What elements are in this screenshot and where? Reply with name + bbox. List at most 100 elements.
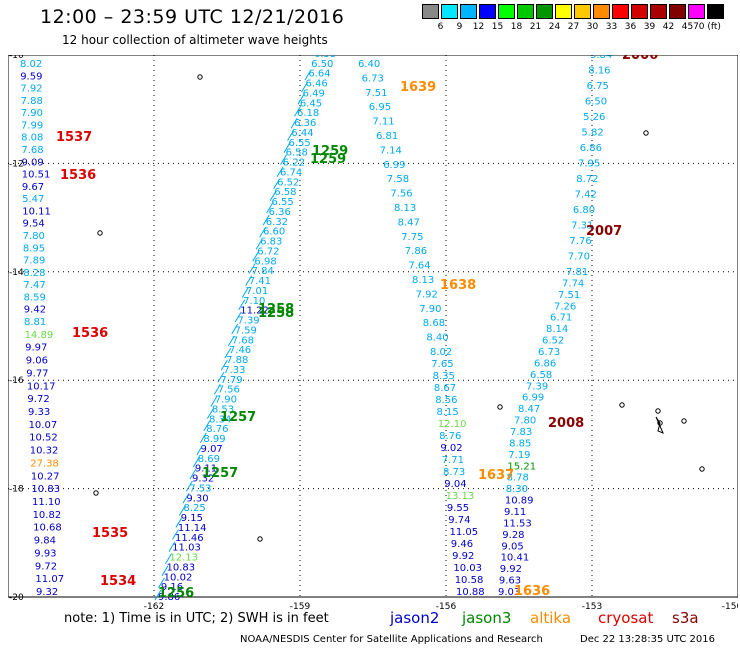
track-a-value: 7.92	[20, 84, 42, 95]
track-d-value: 6.50	[585, 97, 607, 108]
track-b-value: 6.36	[269, 207, 291, 218]
ground-track-tick	[287, 130, 294, 141]
track-b-value: 7.33	[223, 365, 245, 376]
track-b-value: 10.83	[167, 562, 196, 573]
lat-tick-label: -20	[9, 593, 24, 603]
ground-track-tick	[161, 565, 169, 577]
track-b-value: 7.84	[252, 266, 274, 277]
track-d-value: 9.92	[500, 564, 522, 575]
track-d-value: 15.21	[507, 461, 536, 472]
track-d-value: 5.26	[583, 112, 605, 123]
track-c-value: 7.75	[401, 232, 423, 243]
legend-swatch	[650, 4, 667, 19]
ground-track-tick	[269, 190, 277, 202]
track-b-value: 8.53	[212, 404, 234, 415]
pass-time-label: 1636	[514, 584, 550, 599]
pass-time-label: 1258	[258, 306, 294, 321]
track-b-value: 7.46	[229, 345, 251, 356]
islands	[93, 74, 705, 542]
axis-ticks: -165-162-159-156-153-150-10-12-14-16-18-…	[8, 55, 738, 612]
ground-track-tick	[210, 396, 218, 407]
ground-track-tick	[273, 178, 281, 190]
track-d-value: 7.70	[568, 252, 590, 263]
track-b-value: 11.46	[175, 533, 204, 544]
ground-track-tick	[297, 93, 305, 105]
track-a-value: 8.28	[23, 268, 45, 279]
pass-time-label: 1536	[72, 326, 108, 341]
legend-label: 21	[529, 22, 542, 32]
track-d-value: 5.82	[581, 128, 603, 139]
ground-track-tick	[206, 408, 214, 419]
track-c-value: 7.14	[380, 145, 402, 156]
legend-label: 15	[491, 22, 504, 32]
pass-time-label: 1257	[220, 410, 256, 425]
satellite-key-cryosat: cryosat	[598, 609, 654, 627]
track-c-value: 12.10	[438, 419, 467, 430]
satellite-key-s3a: s3a	[672, 609, 699, 627]
track-d-value: 8.85	[509, 438, 531, 449]
pass-time-label: 1256	[158, 586, 194, 601]
track-b-value: 6.52	[277, 177, 299, 188]
track-a-value: 9.54	[22, 219, 44, 230]
track-c-value: 6.95	[369, 102, 391, 113]
wave-height-map[interactable]: 8.029.597.927.887.907.998.087.689.0910.5…	[8, 55, 738, 615]
track-a-value: 10.83	[31, 484, 60, 495]
track-d-value: 6.86	[580, 143, 602, 154]
track-b-value: 12.13	[169, 553, 198, 564]
track-c-value: 7.71	[442, 455, 464, 466]
track-a-value: 9.93	[34, 548, 56, 559]
track-a-value: 10.07	[29, 420, 58, 431]
track-a-value: 7.99	[21, 120, 43, 131]
track-c-value: 7.11	[372, 117, 394, 128]
track-d-value: 6.75	[587, 81, 609, 92]
track-c-value: 9.02	[440, 443, 462, 454]
ground-track-tick	[217, 372, 225, 383]
track-d-value: 7.26	[554, 301, 576, 312]
pass-time-label: 1638	[440, 278, 476, 293]
track-b-value: 8.25	[184, 503, 206, 514]
track-d-value: 7.31	[571, 221, 593, 232]
track-a-value: 7.90	[21, 108, 43, 119]
track-b-value: 6.44	[291, 128, 313, 139]
legend-swatch	[555, 4, 572, 19]
lon-tick-label: -153	[582, 602, 602, 612]
track-c-value: 11.05	[450, 527, 479, 538]
track-d-value: 9.63	[499, 576, 521, 587]
legend-label: 70 (ft)	[693, 22, 721, 32]
legend-swatch	[422, 4, 439, 19]
track-b-value: 10.02	[164, 572, 193, 583]
track-b-value: 7.41	[249, 276, 271, 287]
pass-time-label: 2006	[622, 55, 658, 63]
legend-swatch	[536, 4, 553, 19]
ground-track-tick	[283, 142, 291, 153]
track-b-value: 8.34	[209, 414, 231, 425]
track-b-value: 7.59	[235, 325, 257, 336]
legend-label: 30	[586, 22, 599, 32]
units-note: note: 1) Time is in UTC; 2) SWH is in fe…	[64, 611, 329, 626]
track-c-value: 9.92	[452, 551, 474, 562]
ground-track-tick	[185, 480, 193, 492]
track-b-value: 9.32	[192, 474, 214, 485]
track-c-value: 6.40	[358, 59, 380, 70]
ground-track-tick	[224, 347, 232, 359]
track-a-value: 8.59	[24, 292, 46, 303]
track-d-value: 9.03	[498, 587, 520, 598]
track-c-value: 6.81	[376, 131, 398, 142]
track-b-value: 6.53	[314, 55, 336, 60]
track-c-value: 8.15	[437, 407, 459, 418]
track-b-value: 9.86	[158, 592, 180, 603]
track-d-value: 11.53	[503, 518, 532, 529]
track-d-value: 6.52	[542, 336, 564, 347]
track-a-value: 10.68	[33, 523, 62, 534]
ground-track-tick	[259, 226, 267, 238]
legend-swatch	[460, 4, 477, 19]
track-a-value: 27.38	[30, 458, 59, 469]
ground-track-tick	[280, 154, 288, 165]
pass-time-label: 1639	[400, 80, 436, 95]
track-d-value: 9.28	[502, 530, 524, 541]
pass-time-label: 1258	[258, 302, 294, 317]
track-d-value: 6.86	[534, 358, 556, 369]
track-a-value: 9.77	[26, 368, 48, 379]
track-c-value: 8.67	[434, 383, 456, 394]
